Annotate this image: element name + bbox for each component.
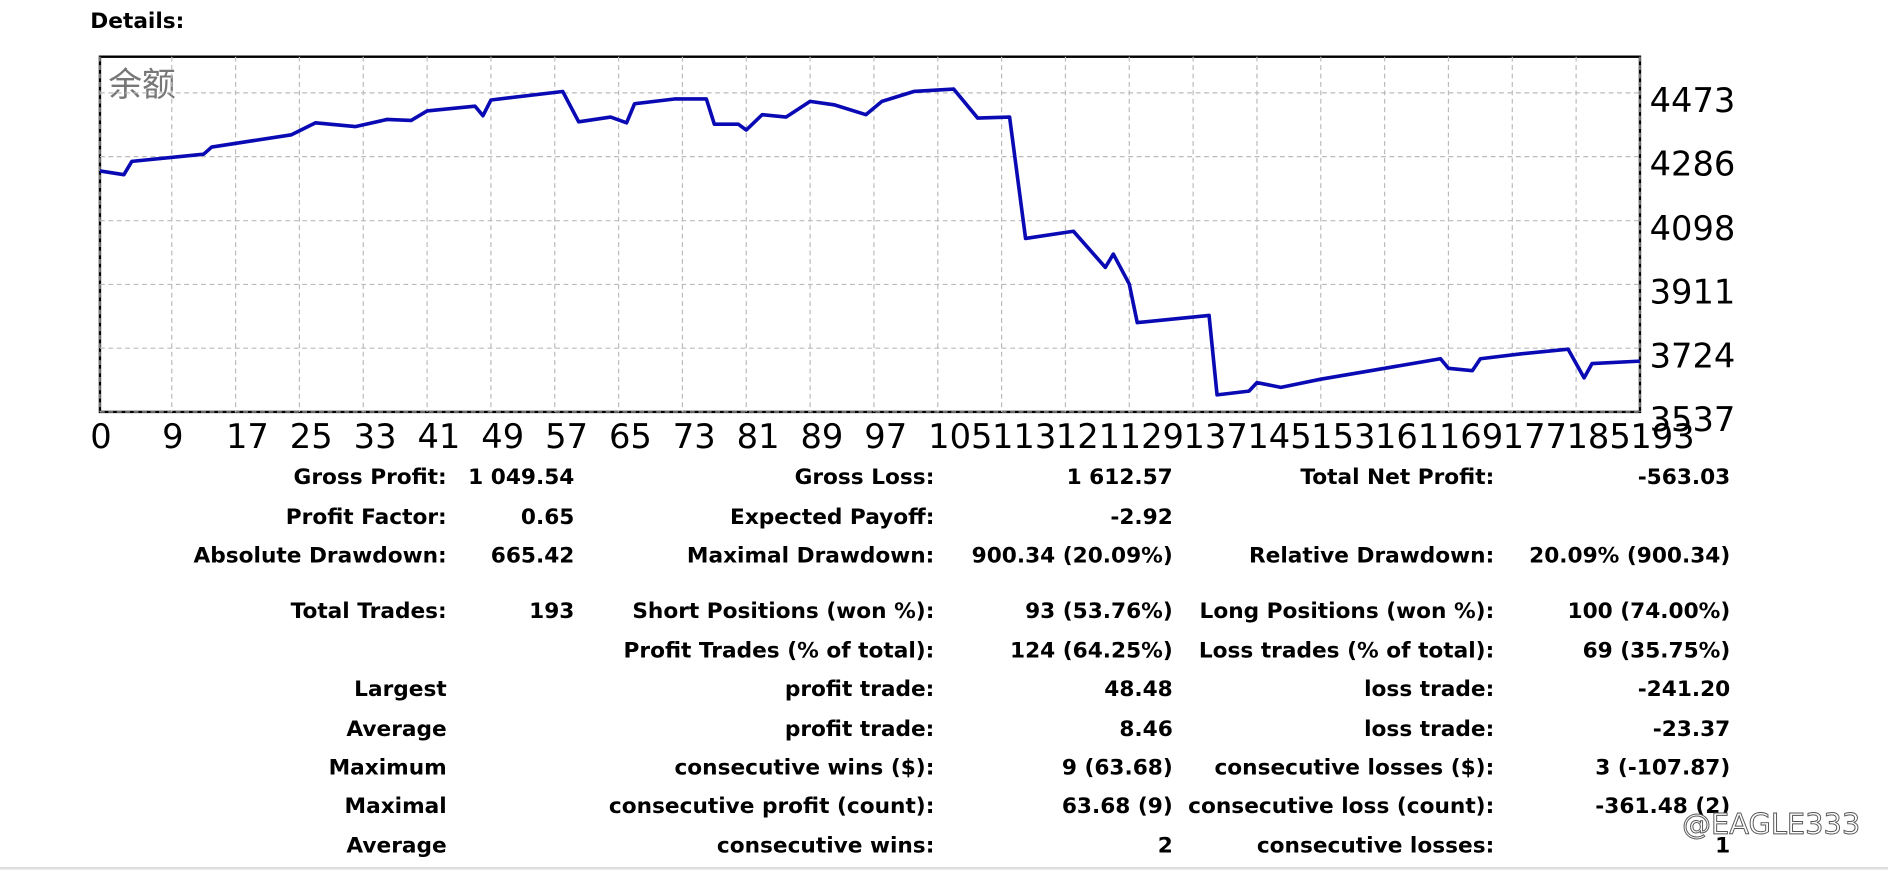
y-tick-label: 3537 (1650, 400, 1736, 439)
table-cell: 900.34 (20.09%) (972, 543, 1173, 568)
table-cell: Largest (354, 677, 447, 702)
table-cell: Maximum (329, 755, 447, 780)
x-tick-label: 97 (864, 417, 907, 456)
table-cell: Maximal Drawdown: (687, 543, 934, 568)
x-tick-label: 169 (1439, 417, 1503, 456)
x-tick-label: 161 (1375, 417, 1439, 456)
table-cell: 1 049.54 (468, 465, 574, 490)
table-cell: 93 (53.76%) (1025, 599, 1173, 624)
table-cell: -563.03 (1638, 465, 1731, 490)
y-tick-label: 4098 (1650, 209, 1736, 248)
table-cell: loss trade: (1364, 717, 1494, 742)
table-cell: profit trade: (785, 677, 935, 702)
x-tick-label: 0 (90, 417, 111, 456)
x-tick-label: 193 (1630, 417, 1694, 456)
table-cell: Gross Loss: (795, 465, 935, 490)
x-tick-label: 41 (417, 417, 460, 456)
table-cell: 1 (1715, 834, 1730, 859)
table-cell: 48.48 (1104, 677, 1173, 702)
x-tick-label: 145 (1247, 417, 1311, 456)
table-cell: 0.65 (521, 505, 574, 530)
table-cell: 100 (74.00%) (1568, 599, 1731, 624)
table-cell: Gross Profit: (294, 465, 447, 490)
chart-frame (98, 55, 1642, 414)
x-tick-label: 9 (162, 417, 183, 456)
table-cell: -23.37 (1653, 717, 1730, 742)
x-tick-label: 25 (290, 417, 333, 456)
table-cell: 63.68 (9) (1062, 794, 1173, 819)
table-cell: consecutive losses ($): (1214, 755, 1494, 780)
table-cell: 9 (63.68) (1062, 755, 1173, 780)
table-cell: Relative Drawdown: (1249, 543, 1494, 568)
x-tick-label: 113 (992, 417, 1056, 456)
table-cell: consecutive wins: (717, 834, 934, 859)
x-tick-label: 121 (1056, 417, 1120, 456)
table-cell: 3 (-107.87) (1595, 755, 1730, 780)
heading: Details: (90, 9, 184, 34)
table-cell: Profit Factor: (286, 505, 447, 530)
table-cell: Average (346, 717, 446, 742)
x-tick-label: 129 (1120, 417, 1184, 456)
watermark: @EAGLE333 (1682, 807, 1860, 841)
table-cell: Short Positions (won %): (632, 599, 934, 624)
x-tick-label: 137 (1183, 417, 1247, 456)
table-cell: -2.92 (1110, 505, 1172, 530)
x-tick-label: 57 (545, 417, 588, 456)
table-cell: 193 (529, 599, 574, 624)
table-cell: Absolute Drawdown: (194, 543, 447, 568)
table-cell: consecutive wins ($): (674, 755, 934, 780)
table-cell: 1 612.57 (1067, 465, 1173, 490)
table-cell: -241.20 (1638, 677, 1731, 702)
x-tick-label: 73 (673, 417, 716, 456)
table-cell: Long Positions (won %): (1200, 599, 1495, 624)
x-tick-label: 49 (481, 417, 524, 456)
x-tick-label: 185 (1566, 417, 1630, 456)
y-tick-label: 4286 (1650, 145, 1736, 184)
table-cell: 2 (1158, 834, 1173, 859)
chart-label: 余额 (108, 65, 175, 104)
table-cell: consecutive losses: (1257, 834, 1494, 859)
table-cell: 665.42 (491, 543, 575, 568)
table-cell: Average (346, 834, 446, 859)
y-tick-label: 3724 (1650, 336, 1736, 375)
table-cell: Loss trades (% of total): (1199, 639, 1494, 664)
table-cell: 124 (64.25%) (1010, 639, 1173, 664)
y-tick-label: 3911 (1650, 273, 1736, 312)
table-cell: -361.48 (2) (1595, 794, 1730, 819)
table-cell: 8.46 (1119, 717, 1172, 742)
table-cell: Expected Payoff: (730, 505, 934, 530)
table-cell: Profit Trades (% of total): (624, 639, 935, 664)
x-tick-label: 65 (609, 417, 652, 456)
x-tick-label: 89 (800, 417, 843, 456)
x-tick-label: 17 (226, 417, 269, 456)
x-tick-label: 33 (354, 417, 397, 456)
table-cell: Total Net Profit: (1300, 465, 1494, 490)
x-tick-label: 105 (928, 417, 992, 456)
table-cell: loss trade: (1364, 677, 1494, 702)
table-cell: 20.09% (900.34) (1529, 543, 1730, 568)
table-cell: Maximal (345, 794, 447, 819)
table-cell: Total Trades: (291, 599, 447, 624)
balance-line (99, 87, 1641, 397)
table-cell: 69 (35.75%) (1583, 639, 1731, 664)
x-tick-label: 153 (1311, 417, 1375, 456)
x-tick-label: 81 (737, 417, 780, 456)
y-tick-label: 4473 (1650, 81, 1736, 120)
table-cell: consecutive loss (count): (1188, 794, 1494, 819)
table-cell: consecutive profit (count): (609, 794, 934, 819)
x-tick-label: 177 (1503, 417, 1567, 456)
table-cell: profit trade: (785, 717, 935, 742)
